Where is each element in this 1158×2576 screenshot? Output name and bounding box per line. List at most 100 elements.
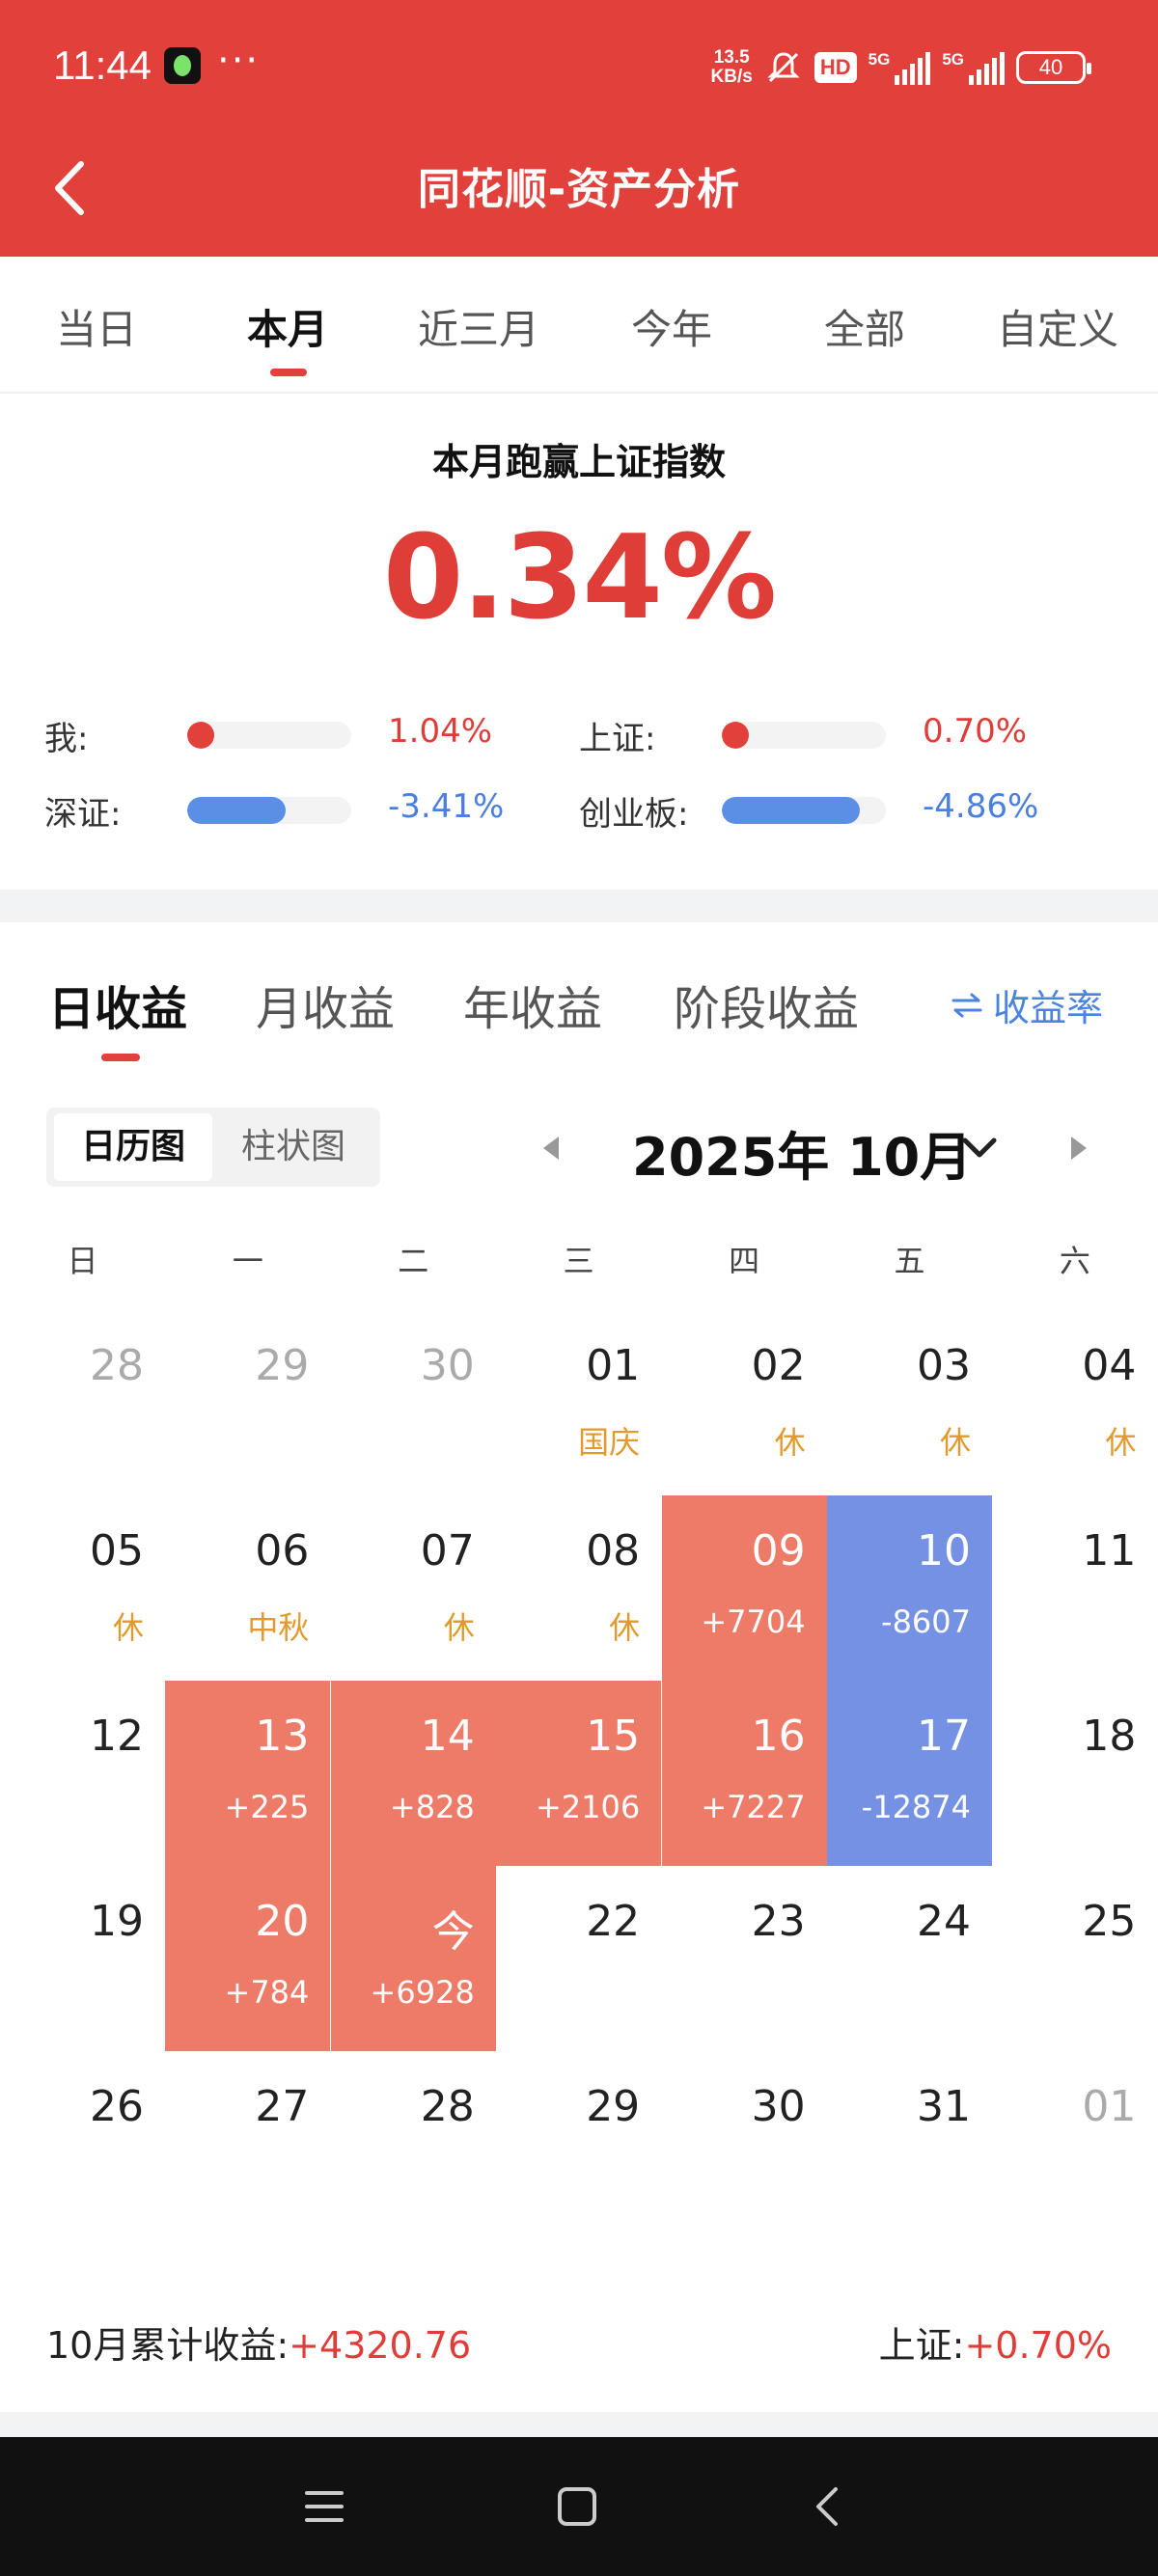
calendar-day-number: 06 [255,1526,310,1576]
calendar-day-number: 20 [255,1897,310,1946]
section-divider [0,890,1158,922]
calendar-day[interactable]: 31 [827,2051,992,2236]
back-icon[interactable] [803,2481,853,2532]
comparison-label: 上证: [579,720,656,758]
calendar-day[interactable]: 18 [992,1681,1157,1866]
calendar-day[interactable]: 29 [496,2051,661,2236]
calendar-day-profit: +6928 [370,1974,475,2011]
index-total-value: +0.70% [964,2324,1112,2367]
calendar-day-number: 08 [586,1526,641,1576]
menu-icon[interactable] [299,2481,349,2532]
status-time: 11:44 [53,42,152,88]
calendar-day[interactable]: 14 +828 [330,1681,496,1866]
calendar-day-number: 19 [90,1897,144,1946]
tab-this-month[interactable]: 本月 [191,297,384,376]
calendar-day[interactable]: 23 [662,1866,827,2051]
signal-icon-2: 5G [942,50,1005,85]
tab-this-year[interactable]: 今年 [630,306,712,353]
calendar-day[interactable]: 30 [331,1310,496,1495]
calendar-day[interactable]: 12 [0,1681,165,1866]
status-bar: 11:44 ··· 13.5 KB/s HD 5G 5G 40 [0,0,1158,135]
calendar-day[interactable]: 08 休 [496,1495,661,1681]
calendar-day[interactable]: 10 -8607 [827,1495,992,1681]
active-tab-indicator [101,1054,140,1061]
calendar-day-number: 12 [90,1712,144,1761]
calendar-day[interactable]: 15 +2106 [496,1681,662,1866]
weekday-label: 六 [1059,1243,1090,1279]
calendar-day[interactable]: 25 [992,1866,1157,2051]
comparison-value: 0.70% [923,712,1028,751]
calendar-day[interactable]: 09 +7704 [661,1495,827,1681]
calendar-day[interactable]: 16 +7227 [661,1681,827,1866]
calendar-day[interactable]: 01 国庆 [496,1310,661,1495]
calendar-day-profit: +2106 [535,1789,641,1825]
calendar-day-number: 25 [1082,1897,1137,1946]
chevron-down-icon[interactable] [955,1124,1004,1172]
calendar-day[interactable]: 07 休 [331,1495,496,1681]
calendar-day[interactable]: 11 [992,1495,1157,1681]
calendar-day[interactable]: 22 [496,1866,661,2051]
calendar-day-number: 10 [917,1526,971,1576]
calendar-day-number: 29 [255,1341,310,1390]
calendar-holiday-label: 中秋 [247,1609,310,1646]
back-button[interactable] [46,154,95,222]
tab-yearly-profit[interactable]: 年收益 [463,982,603,1036]
tab-custom[interactable]: 自定义 [996,306,1118,353]
tab-daily-profit[interactable]: 日收益 [48,982,188,1036]
calendar-day[interactable]: 今 +6928 [330,1866,496,2051]
index-total-label: 上证: [878,2324,965,2367]
prev-month-button[interactable] [536,1129,565,1167]
bar-chart-view-button[interactable]: 柱状图 [240,1127,345,1166]
calendar-day[interactable]: 27 [165,2051,330,2236]
tab-monthly-profit[interactable]: 月收益 [256,982,396,1036]
hd-icon: HD [813,52,857,83]
calendar-day[interactable]: 17 -12874 [827,1681,992,1866]
calendar-day-profit: +7227 [701,1789,806,1825]
calendar-holiday-label: 休 [939,1424,971,1461]
calendar-day[interactable]: 04 休 [992,1310,1157,1495]
calendar-day[interactable]: 13 +225 [165,1681,331,1866]
weekday-label: 一 [232,1243,263,1279]
calendar-day[interactable]: 03 休 [827,1310,992,1495]
calendar-holiday-label: 国庆 [578,1424,641,1461]
comparison-value: -3.41% [388,787,505,826]
calendar-day-number: 24 [917,1897,971,1946]
tab-period-profit[interactable]: 阶段收益 [674,982,860,1036]
range-tabs: 当日 本月 近三月 今年 全部 自定义 [0,257,1158,394]
calendar-day[interactable]: 26 [0,2051,165,2236]
calendar-holiday-label: 休 [1105,1424,1137,1461]
calendar-day[interactable]: 02 休 [662,1310,827,1495]
calendar-day[interactable]: 28 [331,2051,496,2236]
calendar-day[interactable]: 01 [992,2051,1157,2236]
month-label[interactable]: 2025年 10月 [632,1127,973,1188]
calendar-view-button[interactable]: 日历图 [54,1113,212,1181]
tab-three-months[interactable]: 近三月 [417,306,539,353]
calendar-holiday-label: 休 [609,1609,641,1646]
index-total: 上证:+0.70% [879,2316,1112,2369]
calendar-day[interactable]: 28 [0,1310,165,1495]
beat-index-label: 本月跑赢上证指数 [431,441,726,483]
calendar-day-number: 05 [90,1526,144,1576]
home-icon[interactable] [552,2481,602,2532]
tab-today[interactable]: 当日 [55,306,137,353]
signal-icon: 5G [868,50,931,85]
beat-index-value: 0.34% [382,511,777,645]
weekday-label: 四 [729,1243,760,1279]
rate-toggle-button[interactable]: 收益率 [951,978,1103,1031]
calendar-day[interactable]: 24 [827,1866,992,2051]
calendar-day-number: 18 [1082,1712,1137,1761]
next-month-button[interactable] [1065,1129,1094,1167]
calendar-day[interactable]: 29 [165,1310,330,1495]
calendar-day-profit: +7704 [701,1603,806,1640]
page-title: 同花顺-资产分析 [417,165,741,214]
tab-all[interactable]: 全部 [823,306,905,353]
calendar-day-number: 27 [255,2082,310,2131]
calendar-day[interactable]: 19 [0,1866,165,2051]
calendar-day[interactable]: 30 [662,2051,827,2236]
calendar-day[interactable]: 20 +784 [165,1866,331,2051]
calendar-day-number: 03 [917,1341,971,1390]
bell-muted-icon [767,52,800,83]
calendar-day[interactable]: 06 中秋 [165,1495,330,1681]
calendar-day[interactable]: 05 休 [0,1495,165,1681]
month-total-label: 10月累计收益: [46,2324,290,2367]
